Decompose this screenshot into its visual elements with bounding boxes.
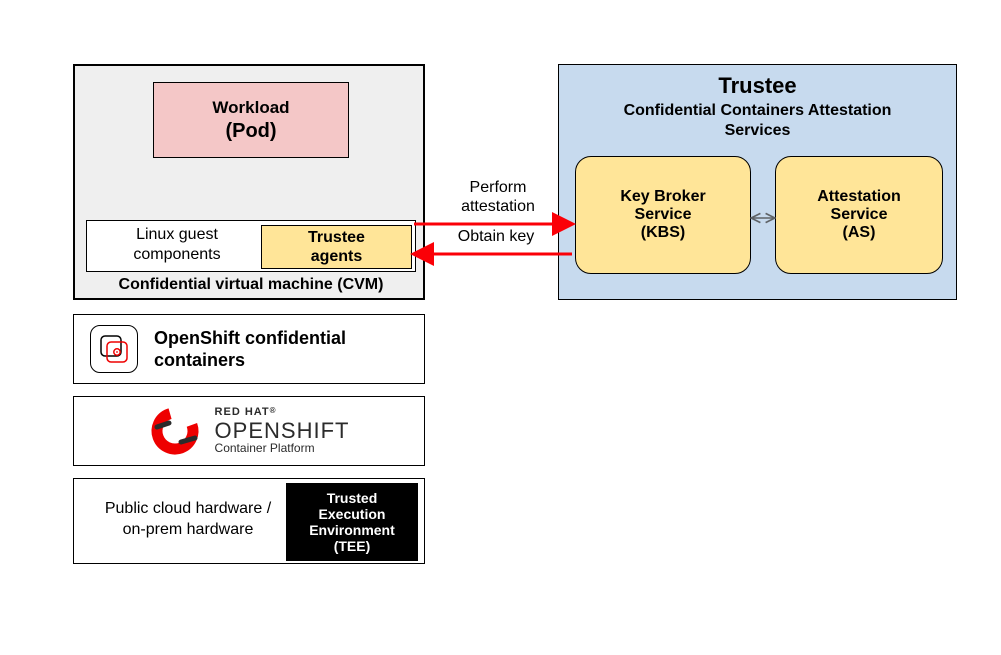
linux-guest-components-box: Linux guest components Trustee agents bbox=[86, 220, 416, 272]
trustee-title: Trustee bbox=[559, 73, 956, 99]
guest-label-line2: components bbox=[133, 246, 220, 263]
guest-label-line1: Linux guest bbox=[136, 226, 218, 243]
kbs-line3: (KBS) bbox=[641, 224, 685, 242]
trustee-agents-label: Trustee agents bbox=[308, 228, 365, 266]
perform-line2: attestation bbox=[461, 198, 535, 215]
tee-box: Trusted Execution Environment (TEE) bbox=[286, 483, 418, 561]
tee-line3: Environment bbox=[309, 522, 395, 538]
trustee-sub2: Services bbox=[725, 122, 791, 139]
as-line1: Attestation bbox=[817, 188, 901, 206]
trustee-agents-line2: agents bbox=[311, 248, 363, 265]
as-box: Attestation Service (AS) bbox=[775, 156, 943, 274]
oscc-label: OpenShift confidential containers bbox=[154, 327, 346, 372]
openshift-word: OPENSHIFT bbox=[215, 419, 350, 442]
kbs-line2: Service bbox=[635, 206, 692, 224]
perform-line1: Perform bbox=[470, 179, 527, 196]
hw-line1: Public cloud hardware / bbox=[105, 500, 271, 517]
container-icon bbox=[99, 334, 129, 364]
hw-label: Public cloud hardware / on-prem hardware bbox=[88, 499, 288, 541]
tee-line4: (TEE) bbox=[334, 538, 371, 554]
kbs-box: Key Broker Service (KBS) bbox=[575, 156, 751, 274]
trustee-agents-box: Trustee agents bbox=[261, 225, 412, 269]
redhat-openshift-text: RED HAT® OPENSHIFT Container Platform bbox=[215, 407, 350, 454]
redhat-openshift-logo-icon bbox=[149, 405, 201, 457]
oscc-line2: containers bbox=[154, 350, 245, 370]
trustee-subtitle: Confidential Containers Attestation Serv… bbox=[559, 101, 956, 141]
workload-label-1: Workload bbox=[212, 98, 289, 118]
kbs-line1: Key Broker bbox=[620, 188, 705, 206]
redhat-small: RED HAT bbox=[215, 406, 270, 418]
workload-pod-box: Workload (Pod) bbox=[153, 82, 349, 158]
trustee-header: Trustee Confidential Containers Attestat… bbox=[559, 73, 956, 141]
trustee-sub1: Confidential Containers Attestation bbox=[624, 102, 892, 119]
trustee-agents-line1: Trustee bbox=[308, 229, 365, 246]
guest-label: Linux guest components bbox=[97, 225, 257, 265]
workload-label-2: (Pod) bbox=[225, 120, 276, 143]
perform-attestation-label: Perform attestation bbox=[438, 178, 558, 216]
cvm-box: Workload (Pod) Linux guest components Tr… bbox=[73, 64, 425, 300]
as-line2: Service bbox=[831, 206, 888, 224]
cvm-label: Confidential virtual machine (CVM) bbox=[88, 276, 414, 298]
container-platform: Container Platform bbox=[215, 442, 350, 455]
tee-line1: Trusted bbox=[327, 490, 378, 506]
redhat-openshift-box: RED HAT® OPENSHIFT Container Platform bbox=[73, 396, 425, 466]
hardware-box: Public cloud hardware / on-prem hardware… bbox=[73, 478, 425, 564]
hw-line2: on-prem hardware bbox=[123, 521, 254, 538]
oscc-line1: OpenShift confidential bbox=[154, 328, 346, 348]
obtain-key-label: Obtain key bbox=[448, 228, 544, 246]
tee-line2: Execution bbox=[319, 506, 386, 522]
as-line3: (AS) bbox=[843, 224, 876, 242]
openshift-cc-icon bbox=[90, 325, 138, 373]
openshift-confidential-containers-box: OpenShift confidential containers bbox=[73, 314, 425, 384]
redhat-reg: ® bbox=[270, 406, 277, 415]
